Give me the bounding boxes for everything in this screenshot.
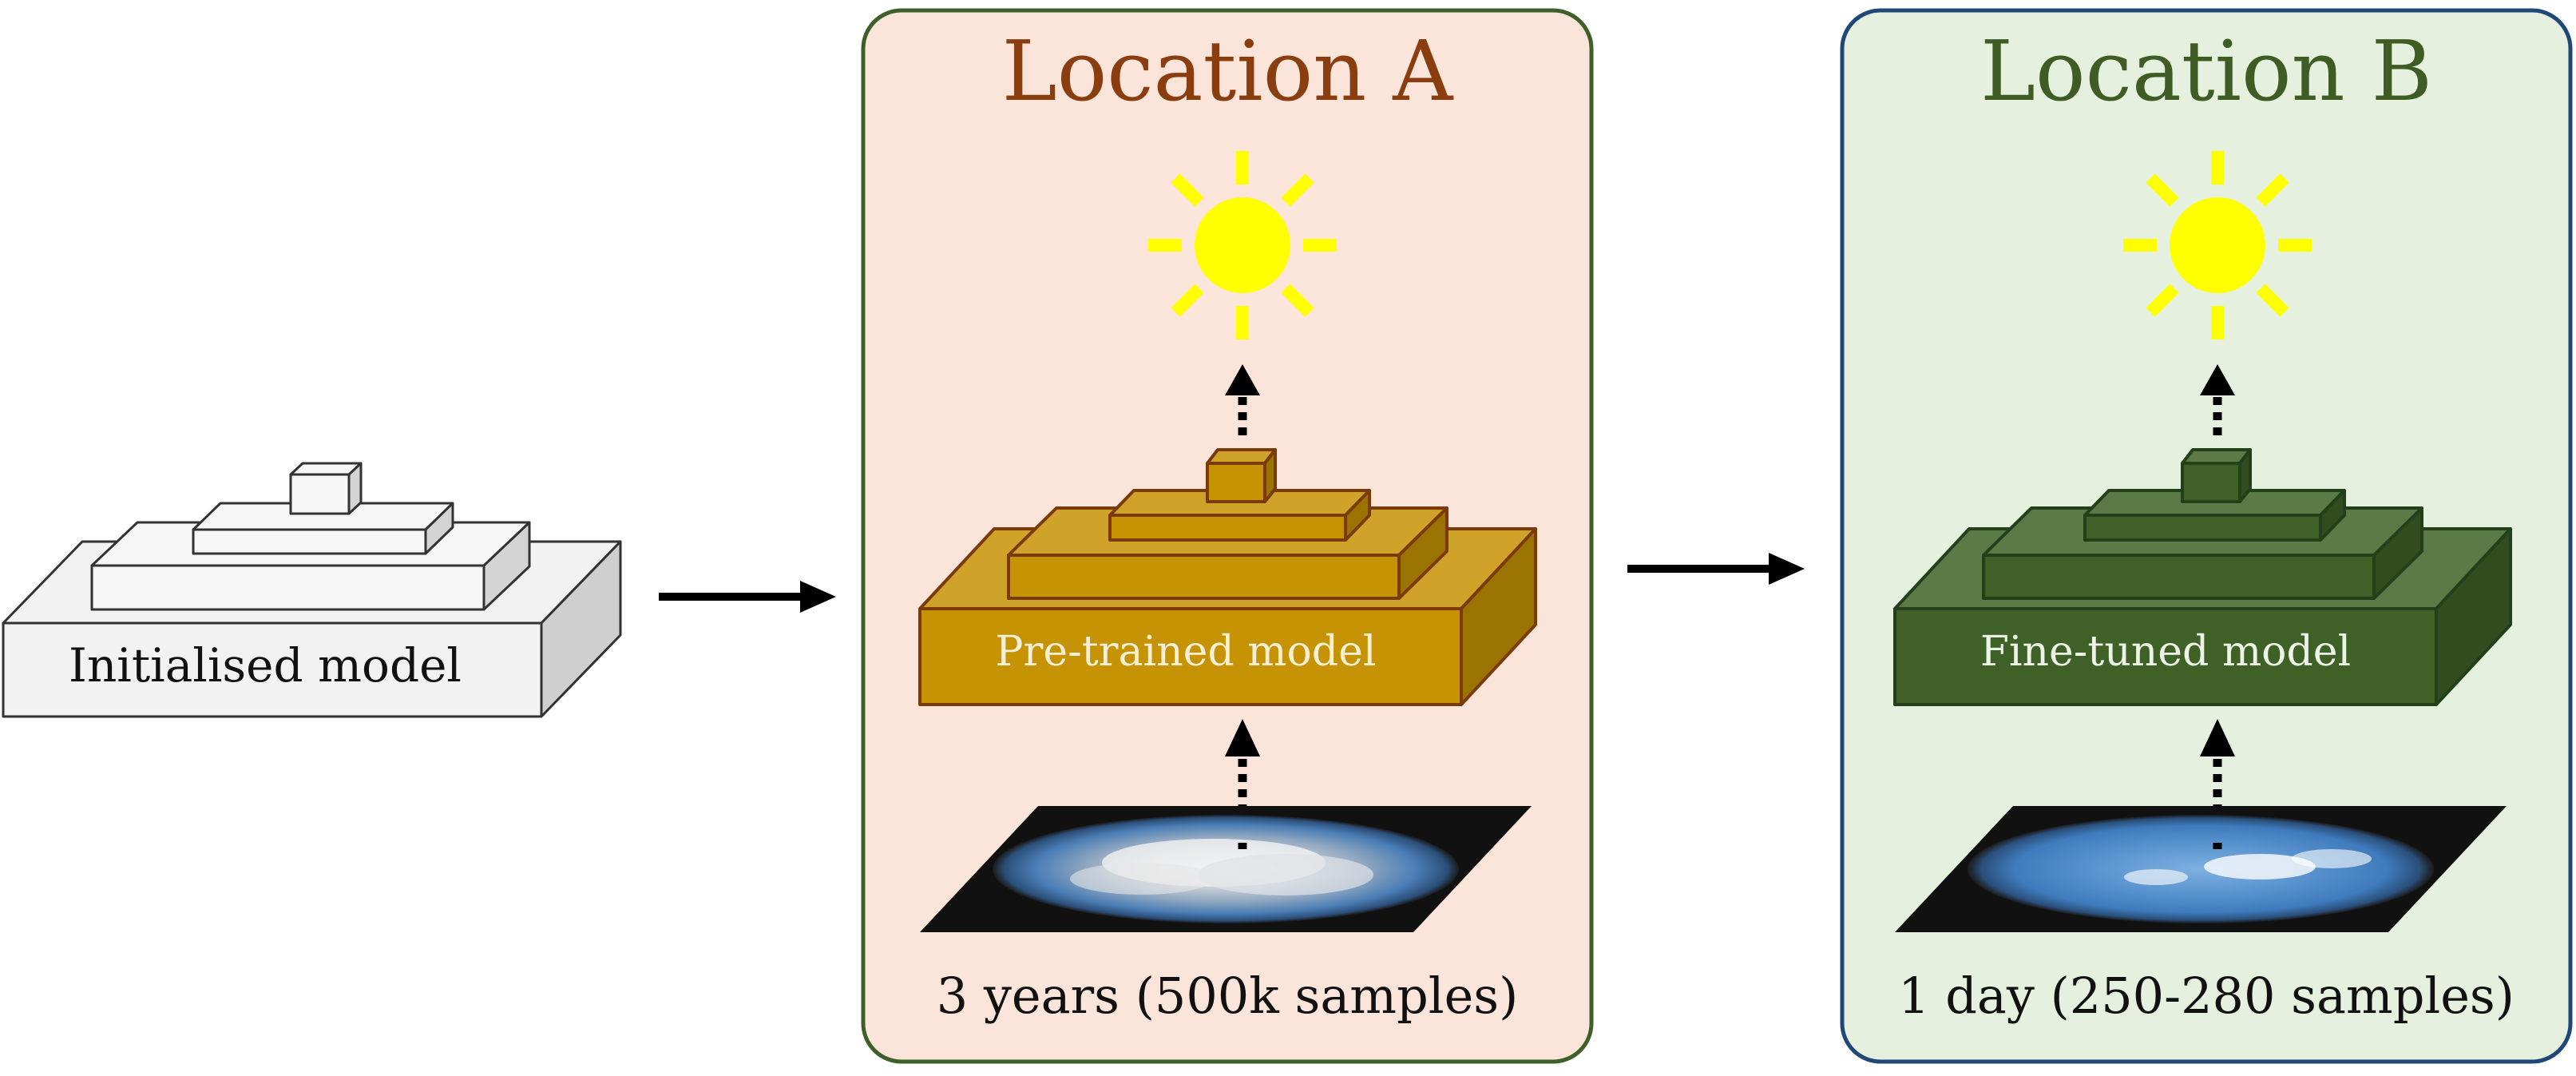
sun-icon bbox=[1148, 151, 1337, 339]
fine-tuned-model bbox=[1893, 448, 2512, 706]
sun-icon bbox=[2123, 151, 2312, 339]
pre-trained-model-label: Pre-trained model bbox=[996, 628, 1377, 676]
fine-tuned-model-label: Fine-tuned model bbox=[1980, 628, 2351, 676]
initialised-model bbox=[2, 462, 622, 718]
dotted-arrow-up-icon bbox=[2200, 364, 2235, 435]
location-b-data-label: 1 day (250-280 samples) bbox=[1898, 967, 2515, 1025]
dotted-arrow-up-icon bbox=[1225, 719, 1260, 843]
arrow-right-icon bbox=[659, 581, 836, 613]
location-a-data-label: 3 years (500k samples) bbox=[937, 967, 1519, 1025]
all-sky-camera-image bbox=[1895, 806, 2507, 932]
pre-trained-model bbox=[918, 448, 1537, 706]
arrow-right-icon bbox=[1627, 553, 1805, 585]
location-a-title: Location A bbox=[1002, 22, 1455, 120]
all-sky-camera-image bbox=[920, 806, 1532, 932]
dotted-arrow-up-icon bbox=[1225, 364, 1260, 435]
initialised-model-label: Initialised model bbox=[69, 638, 462, 693]
location-b-title: Location B bbox=[1980, 22, 2432, 120]
dotted-arrow-up-icon bbox=[2200, 719, 2235, 843]
